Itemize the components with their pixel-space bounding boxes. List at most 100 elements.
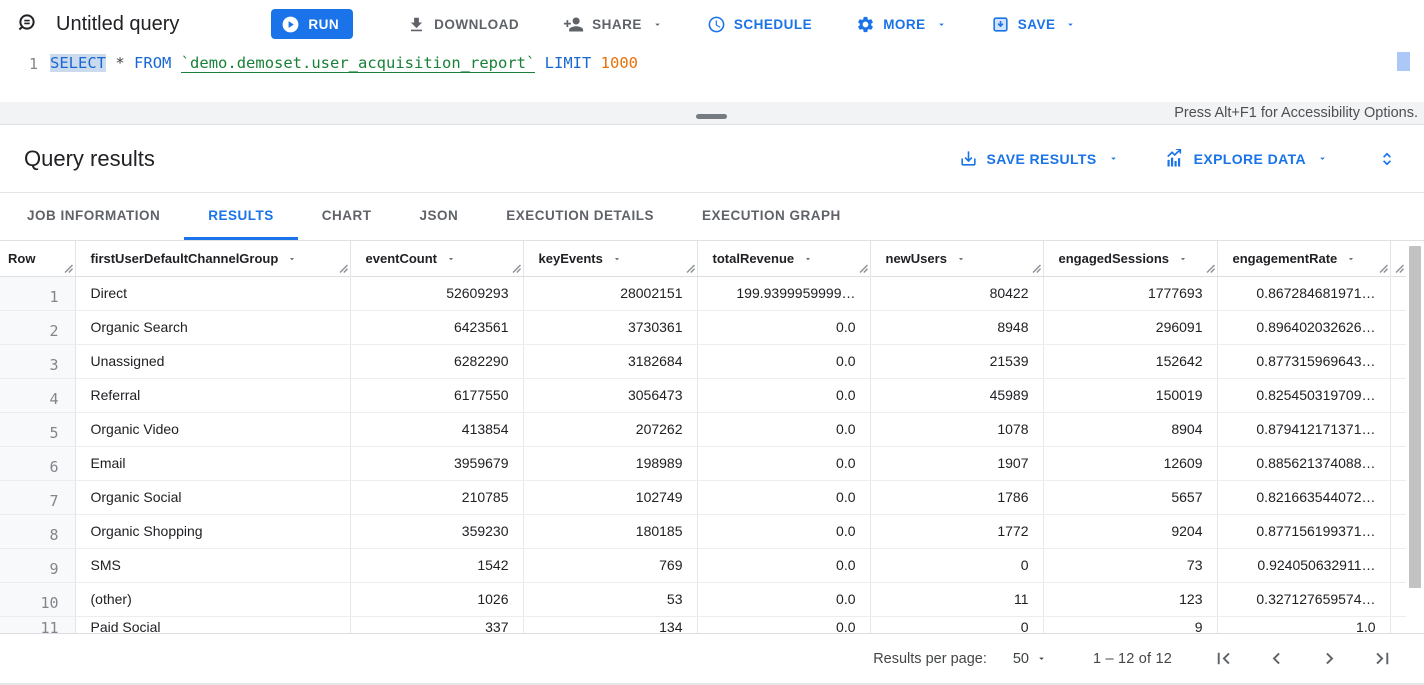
column-header-engagedSessions[interactable]: engagedSessions: [1043, 241, 1217, 276]
sql-code-line[interactable]: SELECT * FROM `demo.demoset.user_acquisi…: [50, 48, 638, 102]
tab-chart[interactable]: CHART: [298, 193, 396, 240]
tab-results[interactable]: RESULTS: [184, 193, 298, 240]
column-header-totalRevenue[interactable]: totalRevenue: [697, 241, 870, 276]
column-resize-handle[interactable]: [1032, 264, 1041, 273]
sql-editor[interactable]: 1 SELECT * FROM `demo.demoset.user_acqui…: [0, 48, 1424, 102]
cell: 0.0: [697, 582, 870, 616]
sort-caret-icon[interactable]: [612, 254, 622, 264]
table-scrollbar-thumb[interactable]: [1409, 246, 1421, 588]
explore-data-button[interactable]: EXPLORE DATA: [1165, 149, 1328, 169]
chevron-down-icon: [1036, 653, 1047, 664]
filler-cell: [1390, 548, 1406, 582]
cell: Paid Social: [75, 616, 350, 633]
tab-execution-details[interactable]: EXECUTION DETAILS: [482, 193, 678, 240]
cell: 150019: [1043, 378, 1217, 412]
cell: 6177550: [350, 378, 523, 412]
cell: 1786: [870, 480, 1043, 514]
column-header-firstUserDefaultChannelGroup[interactable]: firstUserDefaultChannelGroup: [75, 241, 350, 276]
accessibility-hint: Press Alt+F1 for Accessibility Options.: [1174, 105, 1418, 121]
run-button[interactable]: RUN: [271, 9, 353, 39]
cell: 80422: [870, 276, 1043, 310]
collapse-results-button[interactable]: [1376, 147, 1398, 171]
column-resize-handle[interactable]: [859, 264, 868, 273]
sort-caret-icon[interactable]: [446, 254, 456, 264]
tab-job-information[interactable]: JOB INFORMATION: [3, 193, 184, 240]
table-body: 1Direct5260929328002151199.9399959999…80…: [0, 276, 1406, 633]
cell: 199.9399959999…: [697, 276, 870, 310]
cell: Organic Shopping: [75, 514, 350, 548]
column-resize-handle[interactable]: [1395, 264, 1404, 273]
cell: 359230: [350, 514, 523, 548]
sql-table-reference-link[interactable]: `demo.demoset.user_acquisition_report`: [181, 54, 536, 73]
cell: 1907: [870, 446, 1043, 480]
column-header-keyEvents[interactable]: keyEvents: [523, 241, 697, 276]
sql-keyword-select: SELECT: [50, 54, 106, 72]
first-page-button[interactable]: [1212, 647, 1235, 670]
column-resize-handle[interactable]: [512, 264, 521, 273]
table-row: 6Email39596791989890.01907126090.8856213…: [0, 446, 1406, 480]
tab-json[interactable]: JSON: [396, 193, 483, 240]
filler-cell: [1390, 446, 1406, 480]
sort-caret-icon[interactable]: [1346, 254, 1356, 264]
sql-keyword-limit: LIMIT: [545, 54, 592, 72]
column-resize-handle[interactable]: [1206, 264, 1215, 273]
next-page-button[interactable]: [1318, 647, 1341, 670]
share-button[interactable]: SHARE: [563, 14, 663, 35]
column-resize-handle[interactable]: [64, 264, 73, 273]
column-resize-handle[interactable]: [339, 264, 348, 273]
cell: 0.0: [697, 514, 870, 548]
gear-icon: [856, 15, 875, 34]
last-page-button[interactable]: [1371, 647, 1394, 670]
column-header-newUsers[interactable]: newUsers: [870, 241, 1043, 276]
filler-cell: [1390, 412, 1406, 446]
sort-caret-icon[interactable]: [803, 254, 813, 264]
bigquery-query-window: Untitled query RUN DOWNLOAD SHARE: [0, 0, 1424, 685]
cell: 1078: [870, 412, 1043, 446]
cell: 52609293: [350, 276, 523, 310]
editor-status-strip: Press Alt+F1 for Accessibility Options.: [0, 102, 1424, 125]
cell: 11: [870, 582, 1043, 616]
sort-caret-icon[interactable]: [287, 254, 297, 264]
row-number-cell: 9: [0, 548, 75, 582]
column-resize-handle[interactable]: [1379, 264, 1388, 273]
tab-execution-graph[interactable]: EXECUTION GRAPH: [678, 193, 865, 240]
cell: Direct: [75, 276, 350, 310]
cell: 9: [1043, 616, 1217, 633]
column-header-eventCount[interactable]: eventCount: [350, 241, 523, 276]
cell: 1777693: [1043, 276, 1217, 310]
results-per-page-label: Results per page:: [873, 651, 987, 667]
cell: SMS: [75, 548, 350, 582]
cell: 0.0: [697, 378, 870, 412]
splitter-drag-handle[interactable]: [696, 114, 727, 119]
results-title: Query results: [24, 146, 913, 172]
save-button[interactable]: SAVE: [991, 15, 1077, 34]
download-icon: [407, 15, 426, 34]
column-resize-handle[interactable]: [686, 264, 695, 273]
save-icon: [991, 15, 1010, 34]
schedule-button[interactable]: SCHEDULE: [707, 15, 812, 34]
save-results-button[interactable]: SAVE RESULTS: [959, 149, 1119, 168]
chevron-down-icon: [1065, 19, 1076, 30]
page-size-select[interactable]: 50: [1013, 651, 1047, 667]
sort-caret-icon[interactable]: [1178, 254, 1188, 264]
filler-cell: [1390, 616, 1406, 633]
cell: 1.0: [1217, 616, 1390, 633]
filler-cell: [1390, 582, 1406, 616]
cell: 152642: [1043, 344, 1217, 378]
cell: 0.877315969643…: [1217, 344, 1390, 378]
editor-scrollbar-thumb[interactable]: [1397, 52, 1410, 71]
cell: 21539: [870, 344, 1043, 378]
more-button[interactable]: MORE: [856, 15, 947, 34]
row-number-cell: 8: [0, 514, 75, 548]
download-button[interactable]: DOWNLOAD: [407, 15, 519, 34]
table-scrollbar[interactable]: [1406, 241, 1424, 633]
query-toolbar: Untitled query RUN DOWNLOAD SHARE: [0, 0, 1424, 48]
cell: 8948: [870, 310, 1043, 344]
column-header-engagementRate[interactable]: engagementRate: [1217, 241, 1390, 276]
cell: 12609: [1043, 446, 1217, 480]
cell: Organic Video: [75, 412, 350, 446]
sort-caret-icon[interactable]: [956, 254, 966, 264]
cell: 0: [870, 616, 1043, 633]
previous-page-button[interactable]: [1265, 647, 1288, 670]
sql-number-literal: 1000: [601, 54, 638, 72]
